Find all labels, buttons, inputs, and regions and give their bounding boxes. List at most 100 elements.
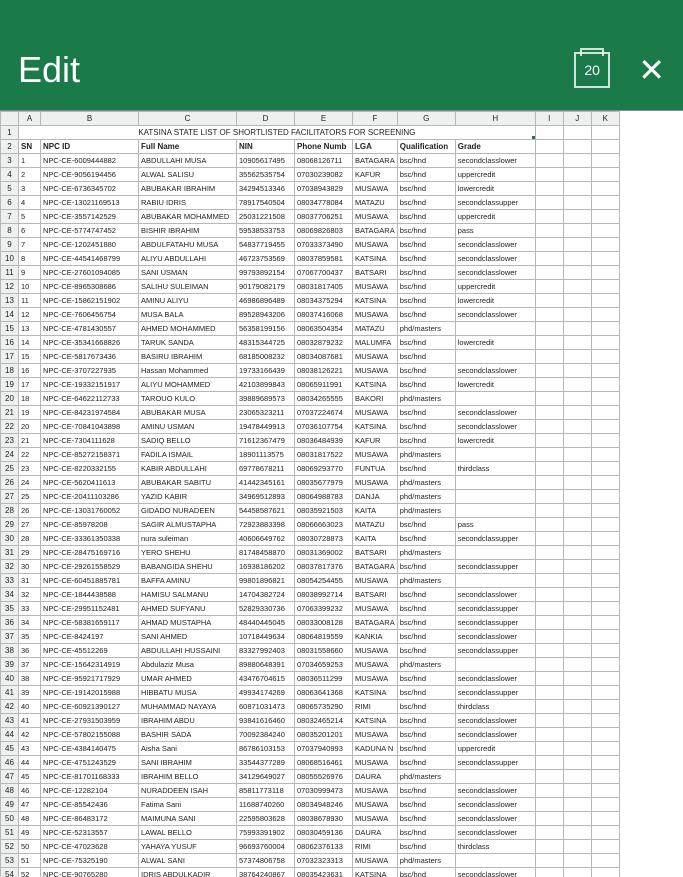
cell[interactable]: BATSARI — [353, 588, 398, 602]
cell[interactable]: secondclassupper — [455, 686, 535, 700]
row-header[interactable]: 11 — [1, 266, 19, 280]
cell[interactable]: NPC-CE-15642314919 — [41, 658, 139, 672]
cell[interactable]: 22 — [19, 448, 41, 462]
cell[interactable]: lowercredit — [455, 378, 535, 392]
cell[interactable]: 10718449634 — [237, 630, 295, 644]
cell[interactable]: 08033008128 — [295, 616, 353, 630]
cell[interactable]: 14 — [19, 336, 41, 350]
cell[interactable] — [591, 686, 619, 700]
col-header-B[interactable]: B — [41, 112, 139, 126]
cell[interactable]: KABIR ABDULLAHI — [139, 462, 237, 476]
cell[interactable]: 21 — [19, 434, 41, 448]
cell[interactable] — [591, 532, 619, 546]
cell[interactable]: 08036484939 — [295, 434, 353, 448]
cell[interactable] — [455, 476, 535, 490]
cell[interactable]: 08035423631 — [295, 868, 353, 877]
cell[interactable]: bsc/hnd — [397, 714, 455, 728]
cell[interactable]: uppercredit — [455, 210, 535, 224]
cell[interactable]: RABIU IDRIS — [139, 196, 237, 210]
column-header-cell[interactable]: Full Name — [139, 140, 237, 154]
cell[interactable]: thirdclass — [455, 700, 535, 714]
cell[interactable] — [535, 770, 563, 784]
cell[interactable] — [591, 280, 619, 294]
row-header[interactable]: 28 — [1, 504, 19, 518]
cell[interactable] — [591, 490, 619, 504]
cell[interactable]: secondclasslower — [455, 308, 535, 322]
cell[interactable]: MUSAWA — [353, 238, 398, 252]
cell[interactable]: NPC-CE-35341668826 — [41, 336, 139, 350]
cell[interactable]: secondclasslower — [455, 826, 535, 840]
cell[interactable] — [563, 756, 591, 770]
cell[interactable] — [455, 322, 535, 336]
cell[interactable] — [535, 252, 563, 266]
cell[interactable]: ALIYU ABDULLAHI — [139, 252, 237, 266]
cell[interactable]: 07033373490 — [295, 238, 353, 252]
cell[interactable]: secondclasslower — [455, 728, 535, 742]
cell[interactable] — [591, 168, 619, 182]
cell[interactable]: 2 — [19, 168, 41, 182]
cell[interactable] — [591, 196, 619, 210]
cell[interactable]: 75993391902 — [237, 826, 295, 840]
cell[interactable]: bsc/hnd — [397, 378, 455, 392]
cell[interactable]: 39889689573 — [237, 392, 295, 406]
cell[interactable] — [591, 126, 619, 140]
cell[interactable]: 60871031473 — [237, 700, 295, 714]
cell[interactable]: 16938186202 — [237, 560, 295, 574]
cell[interactable]: bsc/hnd — [397, 154, 455, 168]
cell[interactable] — [563, 224, 591, 238]
cell[interactable]: 99793892154 — [237, 266, 295, 280]
cell[interactable] — [591, 350, 619, 364]
cell[interactable]: secondclasslower — [455, 630, 535, 644]
cell[interactable] — [563, 714, 591, 728]
row-header[interactable]: 30 — [1, 532, 19, 546]
cell[interactable]: IBRAHIM BELLO — [139, 770, 237, 784]
cell[interactable]: secondclasslower — [455, 364, 535, 378]
cell[interactable]: NPC-CE-52313557 — [41, 826, 139, 840]
cell[interactable] — [563, 140, 591, 154]
col-header-D[interactable]: D — [237, 112, 295, 126]
cell[interactable]: ABDULLAHI MUSA — [139, 154, 237, 168]
cell[interactable] — [591, 322, 619, 336]
cell[interactable] — [535, 644, 563, 658]
row-header[interactable]: 16 — [1, 336, 19, 350]
cell[interactable]: 18 — [19, 392, 41, 406]
cell[interactable] — [563, 168, 591, 182]
cell[interactable]: 10905617495 — [237, 154, 295, 168]
cell[interactable]: NPC-CE-60451885781 — [41, 574, 139, 588]
cell[interactable]: KAITA — [353, 504, 398, 518]
cell[interactable] — [591, 504, 619, 518]
cell[interactable] — [535, 812, 563, 826]
cell[interactable]: 72923883398 — [237, 518, 295, 532]
cell[interactable]: NPC-CE-85542436 — [41, 798, 139, 812]
cell[interactable] — [563, 252, 591, 266]
cell[interactable]: bsc/hnd — [397, 420, 455, 434]
cell[interactable]: SALIHU SULEIMAN — [139, 280, 237, 294]
cell[interactable]: NPC-CE-47023628 — [41, 840, 139, 854]
cell[interactable]: 08031558660 — [295, 644, 353, 658]
cell[interactable]: phd/masters — [397, 476, 455, 490]
cell[interactable]: AHMED MOHAMMED — [139, 322, 237, 336]
cell[interactable]: 34294513346 — [237, 182, 295, 196]
row-header[interactable]: 2 — [1, 140, 19, 154]
cell[interactable]: lowercredit — [455, 182, 535, 196]
row-header[interactable]: 13 — [1, 294, 19, 308]
col-header-H[interactable]: H — [455, 112, 535, 126]
cell[interactable]: FUNTUA — [353, 462, 398, 476]
cell[interactable]: 89528943206 — [237, 308, 295, 322]
cell[interactable]: KATSINA — [353, 294, 398, 308]
cell[interactable] — [591, 308, 619, 322]
row-header[interactable]: 48 — [1, 784, 19, 798]
cell[interactable]: AMINU USMAN — [139, 420, 237, 434]
cell[interactable]: NPC-CE-57802155088 — [41, 728, 139, 742]
cell[interactable]: NPC-CE-27931503959 — [41, 714, 139, 728]
cell[interactable] — [563, 182, 591, 196]
cell[interactable] — [535, 140, 563, 154]
cell[interactable]: 08032465214 — [295, 714, 353, 728]
cell[interactable]: 08037416068 — [295, 308, 353, 322]
cell[interactable]: 47 — [19, 798, 41, 812]
cell[interactable]: bsc/hnd — [397, 294, 455, 308]
cell[interactable]: 70092384240 — [237, 728, 295, 742]
cell[interactable]: 19478449913 — [237, 420, 295, 434]
cell[interactable]: MUSAWA — [353, 476, 398, 490]
cell[interactable] — [535, 182, 563, 196]
